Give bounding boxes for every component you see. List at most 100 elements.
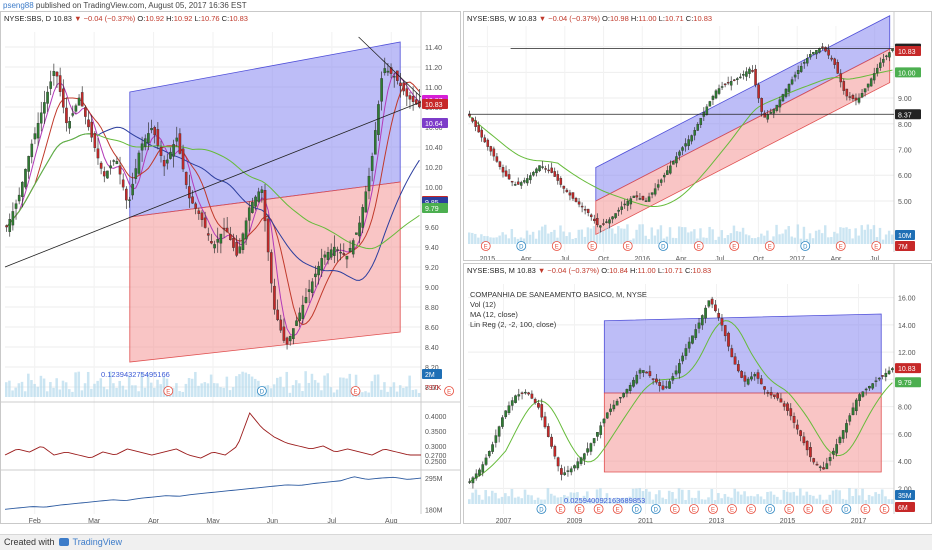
weekly-change: ▼ −0.04 (−0.37%) (538, 14, 600, 23)
volume-bar (877, 493, 881, 504)
volume-bar (864, 499, 868, 504)
candle-body (779, 398, 783, 403)
volume-bar (39, 375, 43, 397)
monthly-study-linreg[interactable]: Lin Reg (2, -2, 100, close) (470, 320, 557, 329)
tradingview-link[interactable]: TradingView (72, 537, 123, 547)
volume-bar (175, 383, 178, 397)
candle-body (298, 312, 301, 321)
volume-bar (203, 382, 207, 397)
event-badge-label: D (803, 245, 808, 251)
volume-bar (200, 383, 203, 397)
candle-body (491, 444, 494, 452)
candle-body (664, 386, 668, 388)
y-tick-label: 11.20 (425, 65, 442, 72)
volume-bar (776, 496, 779, 504)
volume-bar (665, 236, 669, 244)
oscillator-1-tick: 0.3500 (425, 429, 447, 436)
event-badge-label: E (711, 508, 715, 514)
volume-bar (641, 224, 644, 244)
volume-bar (118, 380, 121, 397)
volume-bar (782, 489, 786, 504)
candle-body (769, 111, 773, 114)
candle-body (875, 67, 879, 73)
volume-bar (805, 491, 809, 504)
volume-bar (294, 380, 298, 397)
dividend-badge (256, 386, 267, 396)
volume-bar (671, 492, 674, 504)
candle-body (550, 436, 553, 447)
volume-bar (743, 491, 746, 504)
volume-bar (481, 499, 484, 504)
monthly-study-vol[interactable]: Vol (12) (470, 300, 496, 309)
candle-body (484, 457, 488, 465)
volume-bar (64, 382, 68, 397)
volume-bar (61, 380, 65, 397)
candle-body (553, 171, 556, 177)
weekly-chart-panel[interactable]: 11.00 10.00 9.00 8.00 7.00 6.00 5.00 2015 Apr Jul… (463, 11, 932, 261)
volume-bar (872, 225, 876, 244)
candle-body (845, 88, 849, 97)
volume-bar (848, 488, 851, 504)
volume-bar (225, 376, 229, 397)
candle-body (112, 160, 116, 162)
volume-bar (507, 496, 510, 504)
candle-body (678, 363, 681, 374)
volume-bar (162, 376, 166, 397)
volume-bar (674, 238, 678, 244)
candle-body (766, 392, 770, 394)
y-tick-label: 11.00 (425, 85, 442, 92)
event-badge-label: E (697, 245, 701, 251)
oscillator-1-tick: 0.2500 (425, 459, 447, 466)
volume-bar (510, 229, 514, 244)
volume-bar (23, 391, 27, 397)
ma-12-line (469, 320, 893, 482)
volume-bar (699, 228, 702, 244)
volume-bar (389, 386, 393, 397)
candle-body (884, 372, 888, 378)
monthly-last: 10.83 (517, 266, 536, 275)
candle-body (517, 394, 521, 397)
daily-chart-panel[interactable]: 11.4011.2011.0010.8010.6010.4010.2010.00… (0, 11, 461, 524)
volume-bar (486, 236, 489, 244)
volume-bar (602, 498, 605, 504)
event-badge-label: E (787, 508, 791, 514)
volume-bar (671, 237, 675, 244)
volume-bar (677, 488, 681, 504)
candle-body (605, 412, 609, 419)
monthly-symbol[interactable]: NYSE:SBS, M (467, 266, 515, 275)
candle-body (339, 251, 342, 254)
volume-bar (842, 227, 845, 244)
candle-body (106, 170, 109, 179)
y-tick-label: 9.00 (425, 285, 439, 292)
weekly-symbol[interactable]: NYSE:SBS, W (467, 14, 516, 23)
volume-bar (589, 228, 593, 244)
volume-bar (556, 497, 560, 504)
volume-bar (802, 495, 805, 504)
candle-body (641, 370, 645, 373)
candle-body (869, 78, 873, 87)
x-tick-label: 2009 (567, 518, 583, 524)
monthly-study-ma[interactable]: MA (12, close) (470, 310, 518, 319)
volume-bar (705, 237, 708, 244)
volume-bar (553, 495, 556, 504)
volume-bar (474, 489, 478, 504)
y-tick-label: 8.00 (898, 405, 912, 412)
candle-body (537, 403, 540, 408)
price-tag (895, 109, 921, 120)
candle-body (885, 55, 888, 58)
candle-body (674, 370, 678, 375)
candle-body (766, 114, 769, 120)
candle-body (58, 75, 62, 92)
candle-body (815, 50, 818, 55)
candle-body (655, 378, 658, 383)
author-link[interactable]: pseng88 (3, 1, 34, 10)
monthly-chart-panel[interactable]: 16.0014.0012.0010.008.006.004.002.002007… (463, 263, 932, 524)
volume-bar (519, 237, 523, 244)
volume-bar (711, 229, 714, 244)
candle-body (516, 181, 520, 185)
daily-symbol[interactable]: NYSE:SBS, D (4, 14, 52, 23)
event-badge-label: E (839, 245, 843, 251)
candle-body (681, 355, 684, 362)
event-badge-label: E (874, 245, 878, 251)
volume-bar (504, 493, 507, 504)
